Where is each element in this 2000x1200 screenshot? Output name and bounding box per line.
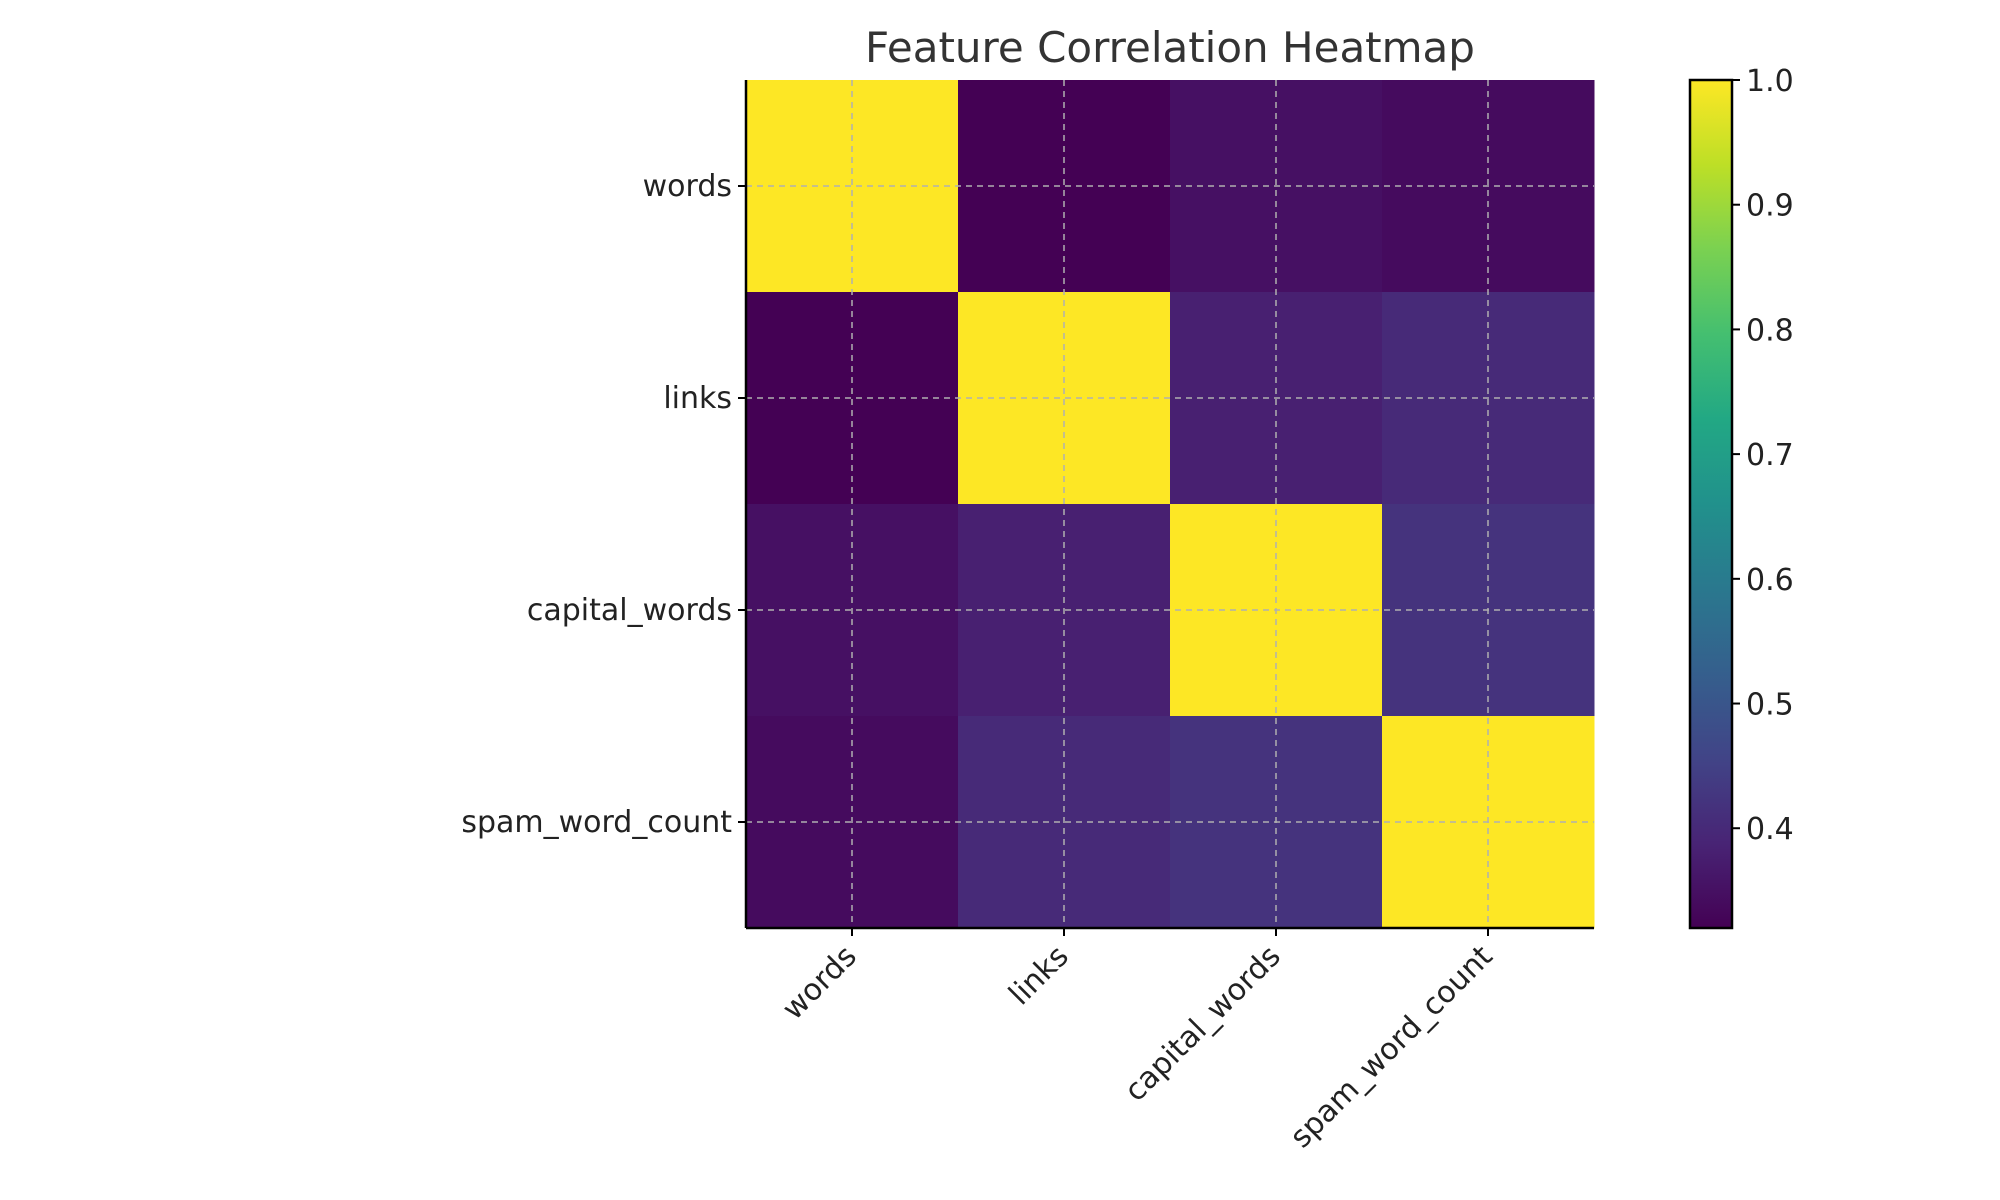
colorbar-tick-label: 0.9 xyxy=(1746,189,1794,224)
colorbar-tick-label: 0.5 xyxy=(1746,688,1794,723)
colorbar-gradient xyxy=(1690,80,1732,928)
axes xyxy=(744,80,1594,930)
y-tick-label: links xyxy=(663,381,732,416)
x-tick-label: capital_words xyxy=(1118,939,1288,1109)
chart-title: Feature Correlation Heatmap xyxy=(865,23,1475,72)
y-tick-label: capital_words xyxy=(527,593,732,628)
colorbar: 0.4 0.5 0.6 0.7 0.8 0.9 1.0 xyxy=(1688,64,1794,930)
x-tick-label: spam_word_count xyxy=(1284,939,1500,1155)
grid-lines xyxy=(746,80,1594,928)
colorbar-tick-label: 0.7 xyxy=(1746,438,1794,473)
x-tick-label: links xyxy=(1002,939,1075,1012)
colorbar-tick-label: 1.0 xyxy=(1746,64,1794,99)
y-tick-label: spam_word_count xyxy=(461,805,732,840)
colorbar-tick-label: 0.8 xyxy=(1746,313,1794,348)
heatmap-cells xyxy=(746,80,1595,929)
colorbar-tick-label: 0.4 xyxy=(1746,812,1794,847)
x-tick-label: words xyxy=(776,939,864,1027)
colorbar-tick-label: 0.6 xyxy=(1746,563,1794,598)
y-tick-label: words xyxy=(643,169,732,204)
colorbar-frame xyxy=(1688,78,1734,930)
y-tick-labels: words links capital_words spam_word_count xyxy=(461,169,746,840)
